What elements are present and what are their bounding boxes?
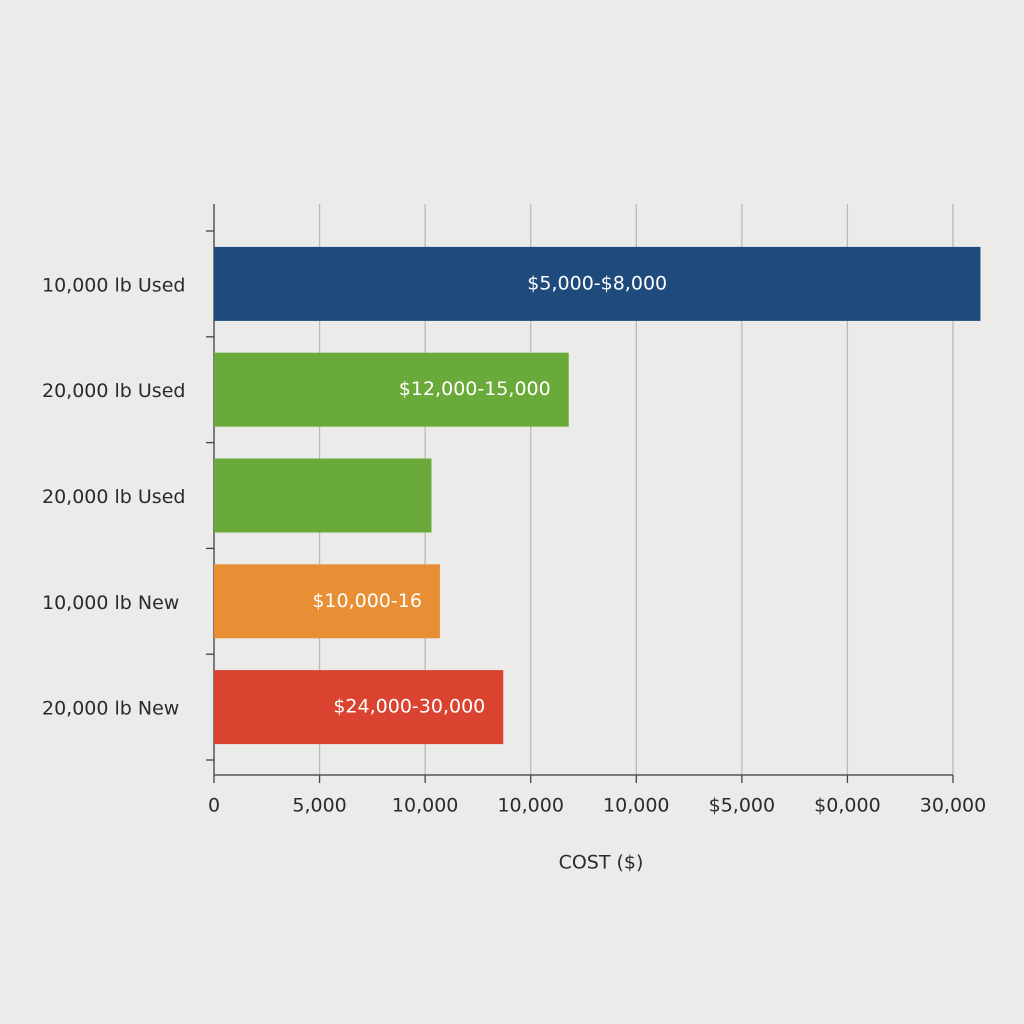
x-tick-label: 10,000	[603, 795, 669, 817]
y-tick-label: 20,000 lb Used	[42, 380, 185, 402]
bar	[214, 564, 440, 639]
x-tick-label: 10,000	[392, 795, 458, 817]
value-label: $10,000-16	[312, 590, 422, 612]
x-tick-label: $0,000	[814, 795, 880, 817]
x-axis-title: COST ($)	[559, 852, 644, 874]
y-tick-label: 10,000 lb Used	[42, 274, 185, 296]
value-label: $12,000-15,000	[399, 378, 551, 400]
bar	[214, 246, 981, 321]
value-label: $5,000-$8,000	[527, 272, 667, 294]
y-tick-label: 20,000 lb Used	[42, 486, 185, 508]
x-tick-label: 0	[208, 795, 220, 817]
y-tick-label: 10,000 lb New	[42, 592, 179, 614]
value-label: $24,000-30,000	[333, 696, 485, 718]
x-tick-label: 5,000	[292, 795, 346, 817]
y-tick-label: 20,000 lb New	[42, 698, 179, 720]
bar	[214, 670, 504, 745]
x-tick-label: 10,000	[497, 795, 563, 817]
bar	[214, 352, 569, 427]
bar	[214, 458, 432, 533]
x-tick-label: 30,000	[920, 795, 986, 817]
x-tick-label: $5,000	[709, 795, 775, 817]
